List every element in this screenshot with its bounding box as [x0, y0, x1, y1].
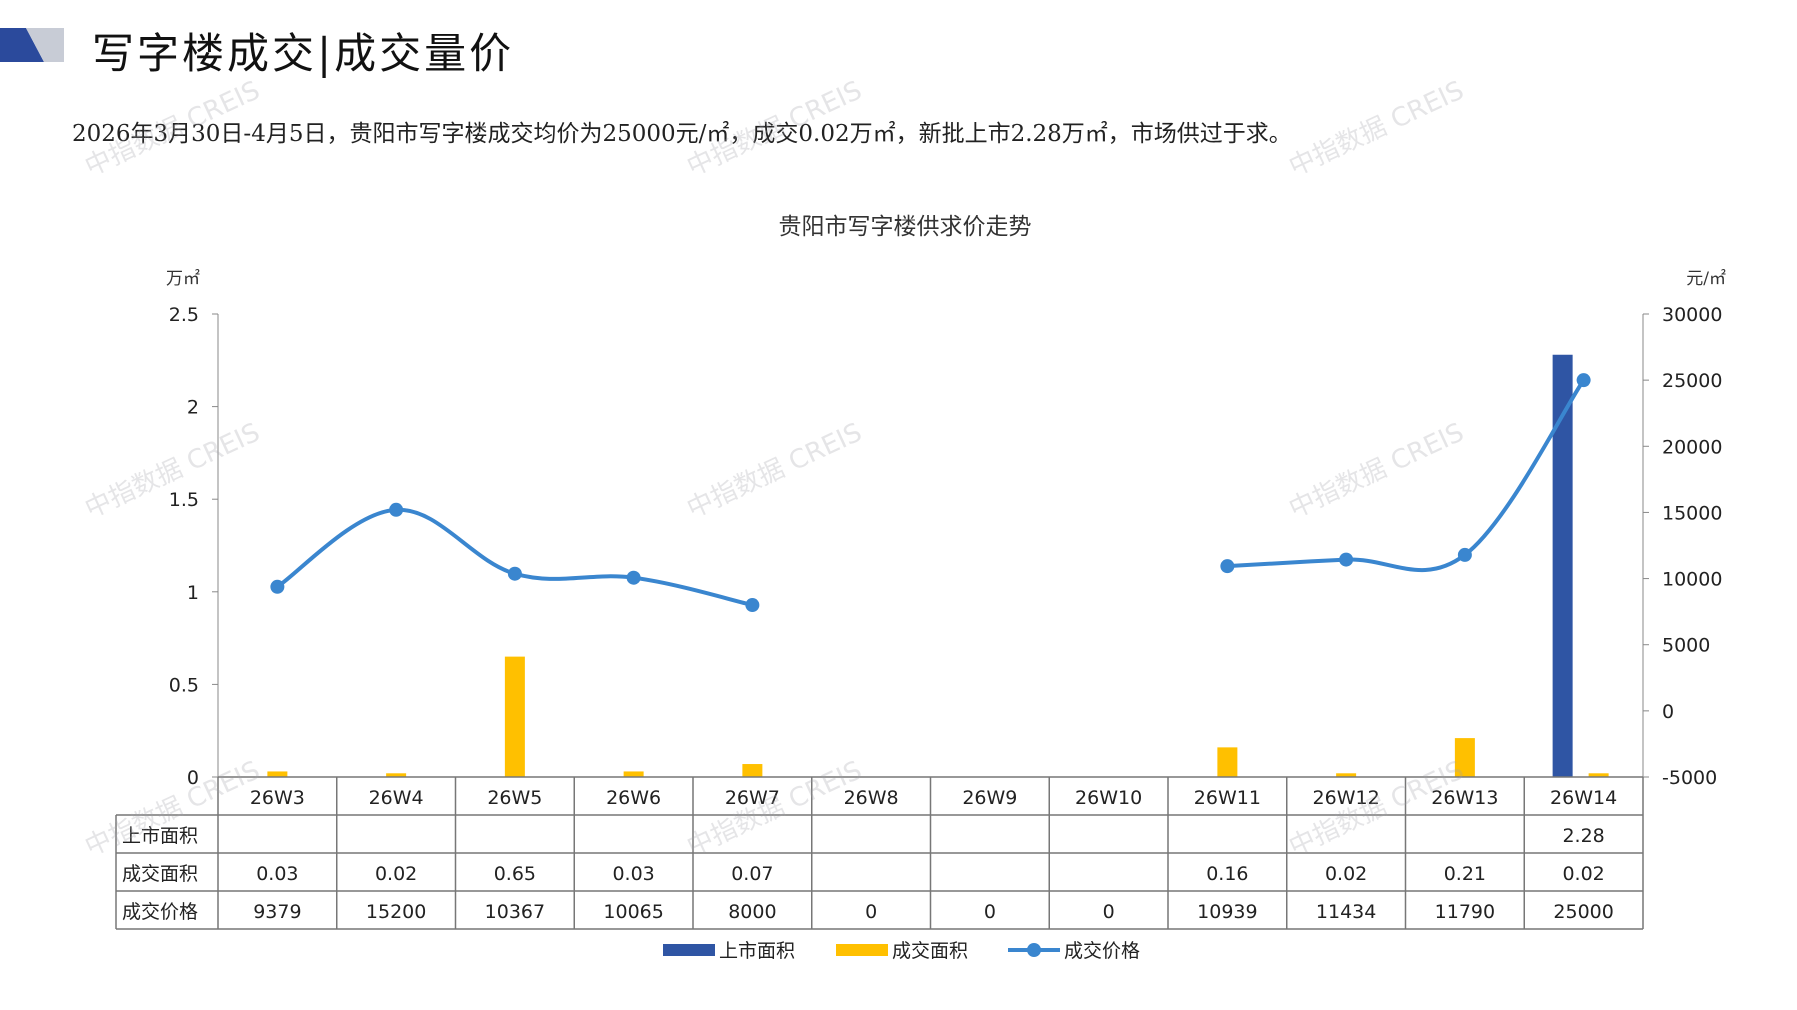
table-data-cell: 11790 — [1435, 901, 1495, 923]
table-data-cell: 15200 — [366, 901, 426, 923]
table-data-cell: 0.02 — [1562, 863, 1604, 885]
table-data-cell: 25000 — [1553, 901, 1613, 923]
header-deco-dark-block — [0, 28, 44, 62]
deal-area-bar — [267, 771, 288, 777]
right-axis-tick-label: 10000 — [1662, 569, 1722, 591]
right-axis-tick-label: 5000 — [1662, 635, 1710, 657]
table-data-cell: 10065 — [603, 901, 663, 923]
table-data-cell: 9379 — [253, 901, 301, 923]
deal-area-bar — [386, 773, 407, 777]
table-data-cell: 0.02 — [1325, 863, 1367, 885]
x-category-label: 26W6 — [606, 787, 661, 809]
legend-label-supply: 上市面积 — [719, 940, 795, 962]
deal-area-bar — [1217, 747, 1238, 777]
right-axis-tick-label: 20000 — [1662, 436, 1722, 458]
x-category-label: 26W9 — [962, 787, 1017, 809]
x-category-label: 26W3 — [250, 787, 305, 809]
supply-area-bar — [1552, 354, 1573, 777]
table-data-cell: 0.65 — [494, 863, 536, 885]
left-axis-tick-label: 1.5 — [169, 489, 199, 511]
x-category-label: 26W14 — [1550, 787, 1617, 809]
left-axis-tick-label: 1 — [187, 582, 199, 604]
table-data-cell: 11434 — [1316, 901, 1376, 923]
table-data-cell: 0 — [1103, 901, 1115, 923]
price-line-series — [276, 507, 753, 607]
right-axis-tick-label: 25000 — [1662, 370, 1722, 392]
table-data-cell: 8000 — [728, 901, 776, 923]
legend-swatch-supply — [663, 944, 715, 956]
price-point — [1457, 547, 1472, 562]
table-data-cell: 10939 — [1197, 901, 1257, 923]
right-axis-tick-label: -5000 — [1662, 767, 1717, 789]
table-data-cell: 0 — [984, 901, 996, 923]
deal-area-bar — [1588, 773, 1609, 777]
x-category-label: 26W8 — [844, 787, 899, 809]
right-axis-tick-label: 0 — [1662, 701, 1674, 723]
price-point — [745, 598, 760, 613]
deal-area-bar — [742, 764, 763, 777]
left-axis-tick-label: 0 — [187, 767, 199, 789]
left-axis-tick-label: 2.5 — [169, 304, 199, 326]
price-point — [1576, 373, 1591, 388]
price-point — [389, 502, 404, 517]
summary-text: 2026年3月30日-4月5日，贵阳市写字楼成交均价为25000元/㎡，成交0.… — [72, 121, 1292, 147]
table-data-cell: 2.28 — [1562, 825, 1604, 847]
legend-swatch-deal-area — [836, 944, 888, 956]
right-axis-tick-label: 15000 — [1662, 502, 1722, 524]
price-point — [1339, 552, 1354, 567]
price-line-series — [1227, 379, 1586, 573]
table-data-cell: 0.16 — [1206, 863, 1248, 885]
x-category-label: 26W11 — [1194, 787, 1261, 809]
legend-label-price: 成交价格 — [1064, 940, 1140, 962]
left-axis-tick-label: 2 — [187, 397, 199, 419]
price-point — [270, 579, 285, 594]
chart-title: 贵阳市写字楼供求价走势 — [779, 214, 1032, 240]
left-axis-tick-label: 0.5 — [169, 674, 199, 696]
x-category-label: 26W12 — [1313, 787, 1380, 809]
table-data-cell: 0.21 — [1444, 863, 1486, 885]
price-point — [626, 570, 641, 585]
header-deco-light-block — [26, 28, 64, 62]
left-axis-unit-label: 万㎡ — [166, 269, 200, 289]
x-category-label: 26W5 — [487, 787, 542, 809]
x-category-label: 26W4 — [369, 787, 424, 809]
x-category-label: 26W7 — [725, 787, 780, 809]
legend-swatch-price-point — [1027, 943, 1041, 957]
table-row-header: 上市面积 — [122, 825, 198, 847]
price-point — [507, 566, 522, 581]
deal-area-bar — [1336, 773, 1357, 777]
table-data-cell: 0 — [865, 901, 877, 923]
deal-area-bar — [623, 771, 644, 777]
deal-area-bar — [504, 656, 525, 777]
table-data-cell: 0.03 — [256, 863, 298, 885]
table-data-cell: 0.07 — [731, 863, 773, 885]
header-decoration — [0, 28, 64, 62]
page-title: 写字楼成交|成交量价 — [92, 29, 515, 78]
right-axis-tick-label: 30000 — [1662, 304, 1722, 326]
table-row-header: 成交价格 — [122, 901, 198, 923]
x-category-label: 26W10 — [1075, 787, 1142, 809]
table-row-header: 成交面积 — [122, 863, 198, 885]
table-data-cell: 0.03 — [612, 863, 654, 885]
x-category-label: 26W13 — [1431, 787, 1498, 809]
table-data-cell: 10367 — [485, 901, 545, 923]
table-data-cell: 0.02 — [375, 863, 417, 885]
price-point — [1220, 559, 1235, 574]
right-axis-unit-label: 元/㎡ — [1686, 269, 1726, 289]
legend-label-deal-area: 成交面积 — [892, 940, 968, 962]
deal-area-bar — [1454, 738, 1475, 777]
